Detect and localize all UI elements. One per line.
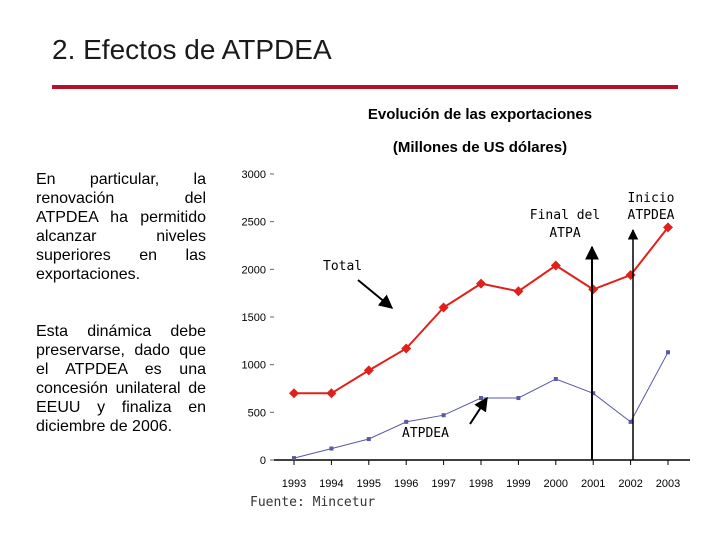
x-tick-label: 1996 <box>394 478 418 490</box>
annotations: Total ATPDEA Final del ATPA Inicio ATPDE… <box>323 191 675 460</box>
y-tick-label: 500 <box>248 407 266 419</box>
title-divider <box>52 85 678 89</box>
slide-title: 2. Efectos de ATPDEA <box>52 34 332 65</box>
data-point-total <box>550 260 561 271</box>
x-tick-label: 1995 <box>357 478 381 490</box>
total-arrow <box>357 279 394 309</box>
data-point-atpdea <box>553 376 558 381</box>
chart-title: Evolución de las exportaciones <box>367 106 593 123</box>
inicio-atpdea-label-line1: Inicio <box>628 191 675 206</box>
data-point-total <box>663 222 673 233</box>
total-label: Total <box>323 259 362 274</box>
x-tick-label: 2002 <box>618 478 642 490</box>
atpdea-label: ATPDEA <box>402 426 449 441</box>
x-tick-label: 1994 <box>319 478 343 490</box>
x-tick-label: 2000 <box>544 478 568 490</box>
y-tick-label: 0 <box>260 455 266 467</box>
y-tick-label: 1000 <box>242 360 266 372</box>
chart-subtitle: (Millones de US dólares) <box>392 139 568 156</box>
data-point-total <box>289 388 299 399</box>
data-point-atpdea <box>292 456 296 461</box>
x-tick-label: 2001 <box>581 478 605 490</box>
y-tick-label: 3000 <box>242 169 266 181</box>
data-point-atpdea <box>591 391 596 396</box>
y-tick-label: 2000 <box>242 264 266 276</box>
inicio-atpdea-label-line2: ATPDEA <box>628 208 675 223</box>
x-tick-label: 2003 <box>656 478 680 490</box>
x-axis: 1993 1994 1995 1996 1997 1998 1999 2000 2001 2002… <box>274 459 690 490</box>
y-axis: 0 500 1000 1500 2000 2500 3000 <box>242 169 274 467</box>
final-atpa-label-line2: ATPA <box>549 226 580 241</box>
y-tick-label: 2500 <box>242 217 266 229</box>
series-line-total <box>294 226 669 395</box>
data-point-total <box>401 343 412 354</box>
data-point-total <box>363 365 374 376</box>
x-tick-label: 1999 <box>506 478 530 490</box>
data-point-total <box>476 278 486 289</box>
data-point-atpdea <box>404 419 409 424</box>
data-point-atpdea <box>329 446 334 451</box>
data-point-atpdea <box>479 396 483 401</box>
data-point-atpdea <box>628 419 633 424</box>
data-point-total <box>438 302 449 313</box>
series-line-atpdea <box>293 352 669 459</box>
data-point-atpdea <box>516 396 521 401</box>
x-tick-label: 1993 <box>282 478 306 490</box>
x-tick-label: 1997 <box>431 478 455 490</box>
y-tick-label: 1500 <box>242 312 266 324</box>
final-atpa-label-line1: Final del <box>530 208 600 223</box>
data-point-total <box>588 284 599 295</box>
x-tick-label: 1998 <box>469 478 493 490</box>
data-point-atpdea <box>366 437 371 442</box>
atpdea-arrow <box>469 396 488 425</box>
data-point-atpdea <box>441 413 446 418</box>
paragraph-renovacion: En particular, la renovación del ATPDEA … <box>36 171 206 283</box>
data-point-atpdea <box>666 350 670 355</box>
data-point-total <box>513 286 524 297</box>
data-point-total <box>326 388 337 399</box>
paragraph-dinamica: Esta dinámica debe preservarse, dado que… <box>36 323 206 435</box>
source-note: Fuente: Mincetur <box>250 495 376 510</box>
